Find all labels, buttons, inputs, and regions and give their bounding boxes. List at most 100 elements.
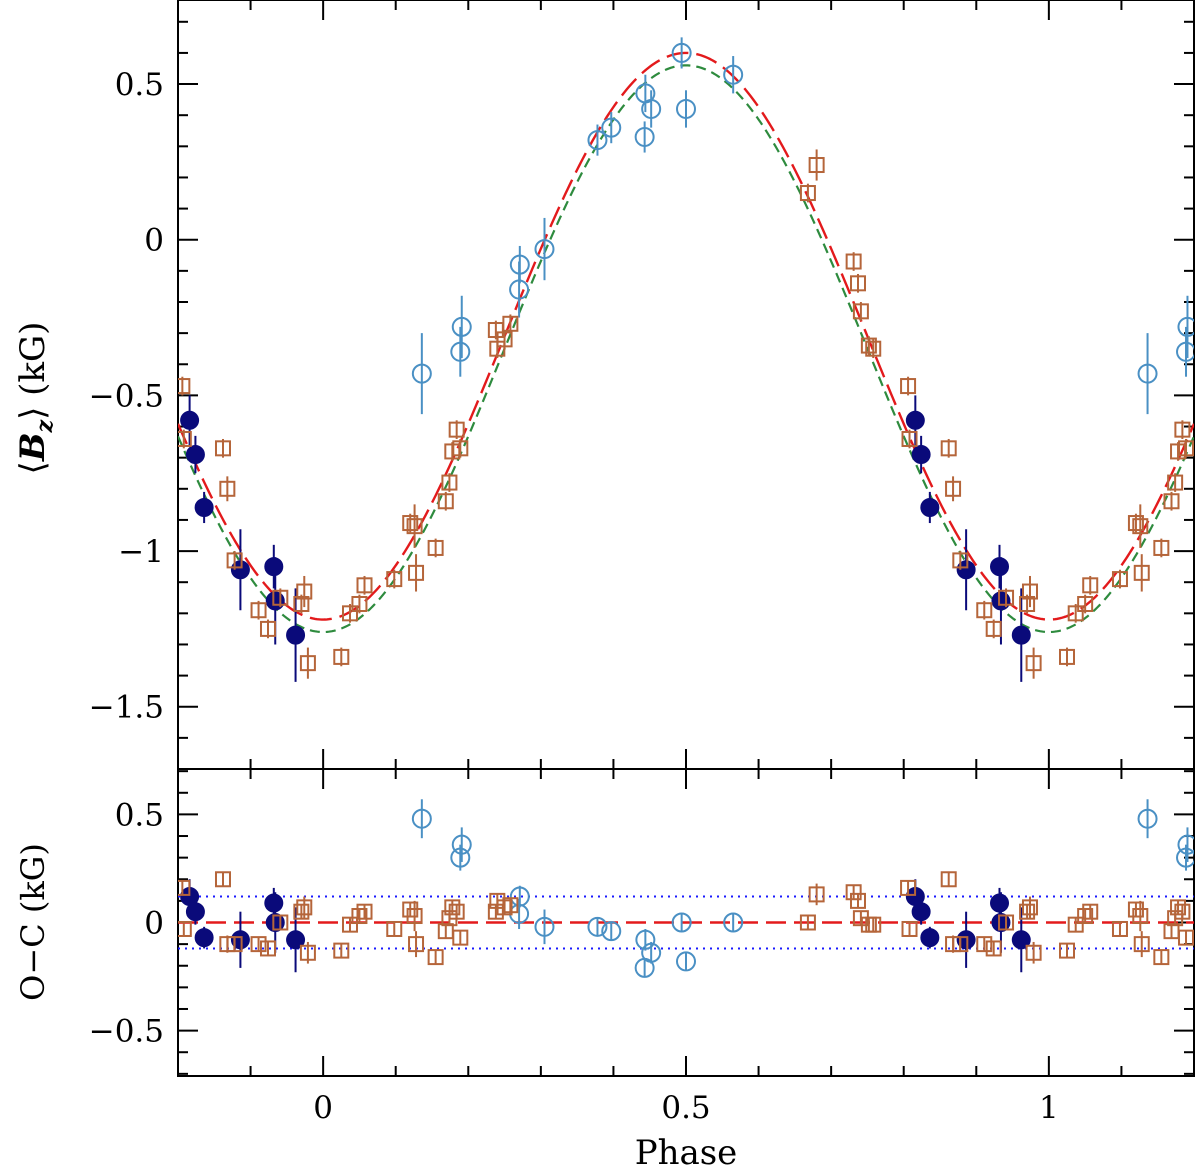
- top-open-square-point: [356, 577, 373, 594]
- x-tick-labels: 0 0.5 1: [313, 1090, 1058, 1126]
- residual-open-square-point: [341, 916, 358, 933]
- residual-open-square-point: [178, 920, 192, 937]
- ylabel-close-bracket: ⟩: [13, 407, 53, 420]
- residual-open-square-point: [226, 936, 243, 953]
- top-open-square-point: [1025, 655, 1042, 672]
- top-y-tick-label: −1.5: [89, 690, 164, 726]
- residual-open-square-point: [448, 903, 465, 920]
- top-panel-points: [178, 37, 1194, 682]
- residual-open-square-point: [259, 940, 276, 957]
- top-filled-circle-point: [990, 557, 1010, 577]
- residual-open-circle-point: [534, 916, 555, 937]
- top-open-circle-point: [601, 117, 622, 138]
- residual-open-square-point: [351, 908, 368, 925]
- residual-open-square-point: [1133, 936, 1150, 953]
- top-open-square-point: [219, 480, 236, 497]
- residual-open-square-point: [1021, 899, 1038, 916]
- ylabel-b: B: [13, 432, 53, 462]
- top-open-square-point: [900, 378, 917, 395]
- red-fit-curve: [178, 51, 1194, 621]
- top-open-square-point: [259, 620, 276, 637]
- residual-open-square-point: [1111, 920, 1128, 937]
- residual-open-circle-point: [641, 942, 662, 963]
- residual-filled-circle-point: [194, 928, 214, 948]
- top-y-axis-label: ⟨Bz⟩ (kG): [13, 322, 58, 475]
- residual-open-square-point: [1153, 949, 1170, 966]
- top-open-square-point: [945, 480, 962, 497]
- ylabel-z: z: [32, 419, 58, 433]
- bottom-y-tick-label: 0: [144, 906, 164, 942]
- residual-filled-circle-point: [956, 930, 976, 950]
- top-y-tick-label: 0.5: [115, 67, 164, 103]
- top-open-square-point: [808, 157, 825, 174]
- residual-open-circle-point: [1177, 834, 1194, 855]
- residual-filled-circle-point: [911, 902, 931, 922]
- top-open-circle-point: [723, 64, 744, 85]
- top-open-square-point: [1132, 518, 1149, 535]
- top-filled-circle-point: [920, 497, 940, 517]
- top-open-square-point: [901, 430, 918, 447]
- top-open-circle-point: [534, 239, 555, 260]
- top-open-square-point: [448, 421, 465, 438]
- top-open-circle-point: [450, 341, 471, 362]
- top-y-tick-label: −1: [118, 534, 164, 570]
- residual-open-square-point: [985, 940, 1002, 957]
- x-tick-label: 1: [1039, 1090, 1059, 1126]
- residual-open-square-point: [1019, 903, 1036, 920]
- top-open-square-point: [341, 605, 358, 622]
- bottom-panel-points: [178, 799, 1194, 978]
- residual-open-square-point: [940, 871, 957, 888]
- top-open-square-point: [272, 589, 289, 606]
- residual-open-square-point: [333, 942, 350, 959]
- top-open-square-point: [976, 602, 993, 619]
- top-open-square-point: [437, 493, 454, 510]
- residual-open-circle-point: [587, 916, 608, 937]
- top-open-square-point: [402, 515, 419, 532]
- top-open-circle-point: [634, 126, 655, 147]
- residual-filled-circle-point: [1011, 930, 1031, 950]
- residual-open-square-point: [214, 871, 231, 888]
- residual-open-circle-point: [723, 912, 744, 933]
- residual-open-circle-point: [450, 847, 471, 868]
- bottom-y-tick-label: −0.5: [89, 1014, 164, 1050]
- residual-open-circle-point: [1137, 808, 1158, 829]
- top-open-square-point: [496, 331, 513, 348]
- ylabel-open-bracket: ⟨: [13, 461, 53, 474]
- residual-open-circle-point: [509, 886, 530, 907]
- residual-open-circle-point: [411, 808, 432, 829]
- residual-open-circle-point: [635, 929, 656, 950]
- top-open-square-point: [849, 275, 866, 292]
- residual-filled-circle-point: [230, 930, 250, 950]
- top-open-square-point: [1077, 595, 1094, 612]
- bottom-y-axis-label: O−C (kG): [14, 843, 52, 1001]
- top-filled-circle-point: [194, 497, 214, 517]
- residual-filled-circle-point: [990, 893, 1010, 913]
- top-open-square-point: [799, 185, 816, 202]
- top-filled-circle-point: [286, 625, 306, 645]
- top-open-square-point: [406, 518, 423, 535]
- top-open-square-point: [214, 440, 231, 457]
- top-open-square-point: [502, 315, 519, 332]
- top-open-square-point: [940, 440, 957, 457]
- top-filled-circle-point: [185, 445, 205, 465]
- top-open-circle-point: [641, 98, 662, 119]
- residual-open-square-point: [299, 944, 316, 961]
- top-open-square-point: [299, 655, 316, 672]
- residual-open-square-point: [799, 914, 816, 931]
- top-filled-circle-point: [1011, 625, 1031, 645]
- top-open-circle-point: [587, 130, 608, 151]
- residual-open-square-point: [406, 908, 423, 925]
- top-open-square-point: [1167, 474, 1184, 491]
- top-open-square-point: [386, 571, 403, 588]
- top-open-square-point: [333, 648, 350, 665]
- residual-open-square-point: [976, 936, 993, 953]
- residual-open-square-point: [1178, 929, 1194, 946]
- residual-open-square-point: [427, 949, 444, 966]
- top-open-circle-point: [509, 254, 530, 275]
- top-y-tick-labels: −1.5 −1 −0.5 0 0.5: [89, 67, 164, 726]
- residual-open-square-point: [1082, 903, 1099, 920]
- top-open-square-point: [1133, 564, 1150, 581]
- top-filled-circle-point: [180, 410, 200, 430]
- residual-open-square-point: [900, 879, 917, 896]
- top-open-square-point: [1059, 648, 1075, 665]
